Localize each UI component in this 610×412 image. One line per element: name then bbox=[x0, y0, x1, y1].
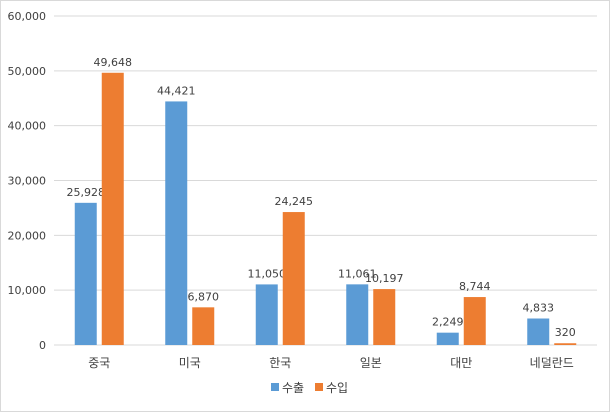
y-tick-label: 0 bbox=[39, 339, 46, 352]
bar-export bbox=[74, 202, 97, 345]
data-label: 4,833 bbox=[523, 301, 555, 314]
y-tick-label: 10,000 bbox=[8, 284, 47, 297]
bar-import bbox=[463, 297, 486, 345]
y-tick-label: 40,000 bbox=[8, 120, 47, 133]
data-label: 11,050 bbox=[248, 267, 287, 280]
data-label: 11,061 bbox=[338, 267, 377, 280]
bar-import bbox=[282, 212, 305, 345]
data-label: 2,249 bbox=[432, 316, 464, 329]
data-label: 6,870 bbox=[188, 290, 220, 303]
bar-export bbox=[527, 318, 550, 345]
data-label: 24,245 bbox=[275, 195, 314, 208]
category-label: 네덜란드 bbox=[530, 356, 574, 370]
y-tick-label: 60,000 bbox=[8, 10, 47, 23]
legend-swatch bbox=[271, 383, 279, 391]
data-label: 320 bbox=[555, 326, 576, 339]
legend-label: 수입 bbox=[326, 381, 348, 395]
category-label: 한국 bbox=[269, 356, 291, 370]
bar-import bbox=[554, 343, 577, 345]
data-label: 25,928 bbox=[67, 186, 106, 199]
category-label: 일본 bbox=[360, 356, 382, 370]
bar-import bbox=[192, 307, 215, 345]
category-label: 대만 bbox=[450, 356, 472, 370]
bar-export bbox=[165, 101, 188, 345]
data-label: 49,648 bbox=[94, 56, 133, 69]
bar-import bbox=[373, 289, 396, 345]
bar-export bbox=[255, 284, 278, 345]
data-label: 8,744 bbox=[459, 280, 491, 293]
bar-export bbox=[346, 284, 369, 345]
bar-import bbox=[101, 72, 124, 346]
y-tick-label: 20,000 bbox=[8, 229, 47, 242]
bar-export bbox=[436, 332, 459, 345]
y-tick-label: 50,000 bbox=[8, 65, 47, 78]
y-tick-label: 30,000 bbox=[8, 175, 47, 188]
legend-label: 수출 bbox=[282, 381, 304, 395]
data-label: 44,421 bbox=[157, 84, 196, 97]
category-label: 중국 bbox=[88, 356, 110, 370]
category-label: 미국 bbox=[179, 356, 201, 370]
data-label: 10,197 bbox=[365, 272, 404, 285]
legend-swatch bbox=[315, 383, 323, 391]
